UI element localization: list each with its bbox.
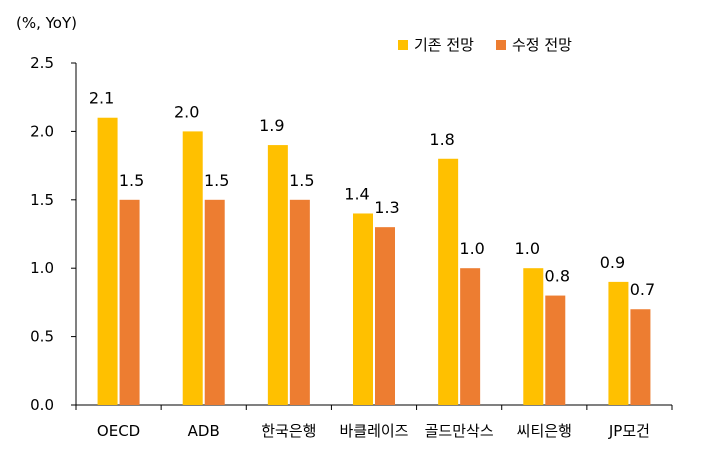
data-label-revised-5: 0.8 (545, 267, 570, 286)
y-tick-label: 1.5 (30, 191, 54, 209)
legend: 기존 전망 수정 전망 (398, 34, 572, 55)
x-category-label-3: 바클레이즈 (339, 422, 408, 440)
data-label-original-3: 1.4 (344, 184, 369, 203)
bar-revised-2 (289, 199, 310, 405)
data-label-revised-2: 1.5 (289, 171, 314, 190)
bar-revised-6 (630, 309, 651, 405)
x-category-label-0: OECD (97, 422, 140, 440)
x-category-label-4: 골드만삭스 (425, 422, 494, 440)
bar-original-3 (353, 213, 373, 405)
bar-original-1 (182, 131, 203, 405)
data-label-original-1: 2.0 (174, 102, 199, 121)
x-category-label-1: ADB (188, 422, 220, 440)
bar-revised-0 (119, 199, 140, 405)
bar-original-6 (608, 281, 629, 405)
y-tick-label: 2.5 (30, 54, 54, 72)
data-label-revised-4: 1.0 (459, 239, 484, 258)
legend-swatch-revised (495, 39, 506, 50)
y-tick-label: 0.0 (30, 396, 54, 414)
bar-revised-3 (375, 227, 395, 405)
y-tick-label: 2.0 (30, 122, 54, 140)
data-label-original-2: 1.9 (259, 116, 284, 135)
data-label-revised-0: 1.5 (119, 171, 144, 190)
y-axis-unit-label: (%, YoY) (16, 14, 78, 32)
bar-original-4 (438, 158, 459, 405)
bar-revised-1 (204, 199, 225, 405)
y-tick-label: 1.0 (30, 259, 54, 277)
legend-swatch-original (398, 39, 408, 50)
legend-item-revised: 수정 전망 (495, 34, 572, 55)
data-label-revised-1: 1.5 (204, 171, 229, 190)
bar-revised-4 (460, 268, 481, 405)
bar-original-2 (267, 145, 288, 405)
legend-label-original: 기존 전망 (414, 36, 474, 54)
data-label-revised-3: 1.3 (374, 198, 399, 217)
data-label-revised-6: 0.7 (630, 280, 655, 299)
data-label-original-0: 2.1 (89, 89, 114, 108)
bar-original-5 (523, 268, 544, 405)
data-label-original-6: 0.9 (600, 253, 625, 272)
bar-revised-5 (545, 295, 566, 405)
x-category-label-5: 씨티은행 (517, 422, 572, 440)
x-category-label-6: JP모건 (608, 422, 650, 440)
bar-original-0 (97, 117, 118, 405)
legend-item-original: 기존 전망 (398, 34, 474, 55)
data-label-original-5: 1.0 (515, 239, 540, 258)
data-label-original-4: 1.8 (429, 130, 454, 149)
x-category-label-2: 한국은행 (261, 422, 316, 440)
y-tick-label: 0.5 (30, 328, 54, 346)
legend-label-revised: 수정 전망 (511, 36, 572, 54)
